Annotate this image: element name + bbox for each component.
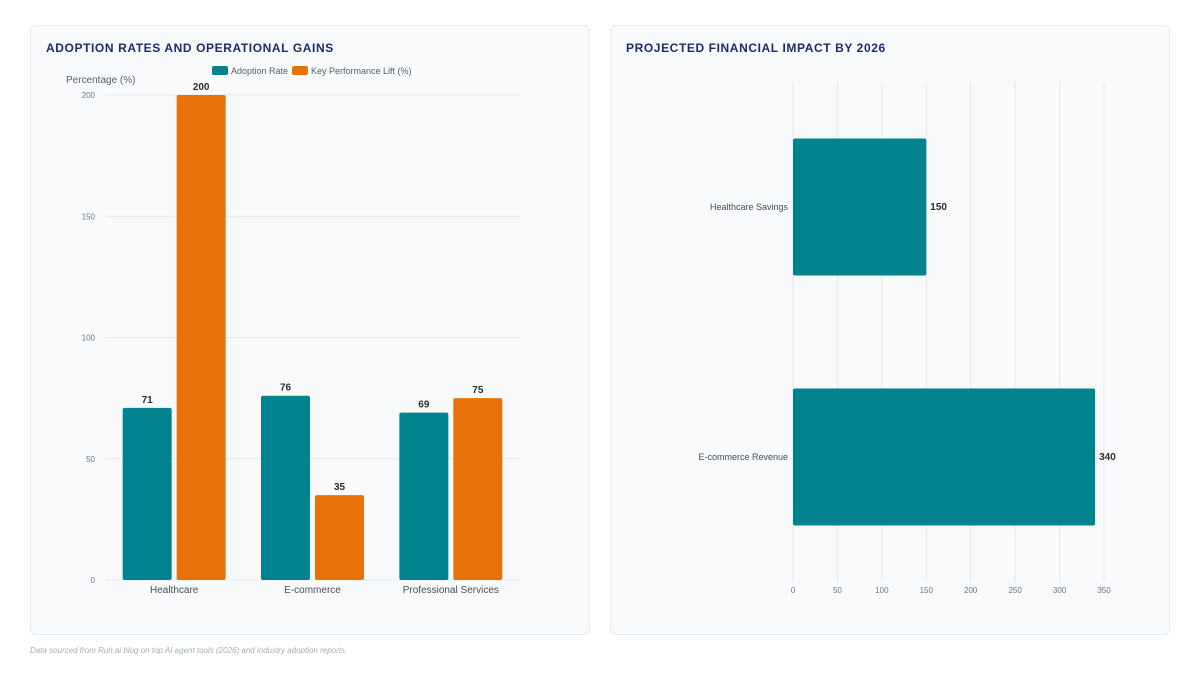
x-tick-label: 150 [920,586,934,595]
hbar-value-label: 150 [930,202,947,213]
legend-label-1: Key Performance Lift (%) [311,66,412,76]
bar-1-0 [176,95,226,580]
x-tick-label: 300 [1053,586,1067,595]
hbar-value-label: 340 [1099,452,1116,463]
x-tick-label: 200 [964,586,978,595]
x-tick-label: 100 [875,586,889,595]
financial-chart-panel: PROJECTED FINANCIAL IMPACT BY 2026 [610,25,1170,635]
bar-0-0 [122,407,172,580]
x-tick-label: 0 [791,586,796,595]
financial-chart-title: PROJECTED FINANCIAL IMPACT BY 2026 [626,41,886,55]
x-tick-label: Professional Services [403,585,499,596]
y-tick-label: 150 [82,212,96,221]
y-tick-label: 200 [82,91,96,100]
bar-value-label: 75 [472,385,484,396]
x-tick-label: E-commerce [284,585,341,596]
x-tick-label: 250 [1008,586,1022,595]
hbar-0 [793,138,927,276]
bar-1-1 [315,495,364,580]
bar-value-label: 69 [418,400,430,411]
x-tick-label: Healthcare [150,585,199,596]
bar-0-2 [399,412,449,580]
adoption-chart-title: ADOPTION RATES AND OPERATIONAL GAINS [46,41,334,55]
y-tick-label: 0 [91,576,96,585]
bar-value-label: 200 [193,82,210,93]
source-note: Data sourced from Ruh.ai blog on top AI … [30,646,348,655]
y-tick-label: 100 [82,334,96,343]
bar-1-2 [453,398,503,580]
legend-swatch-0 [212,66,228,75]
y-axis-label: Percentage (%) [66,75,135,86]
y-category-label: Healthcare Savings [710,202,789,212]
bar-0-1 [261,395,310,580]
bar-value-label: 71 [142,395,154,406]
y-category-label: E-commerce Revenue [698,452,788,462]
bar-value-label: 35 [334,482,346,493]
x-tick-label: 50 [833,586,842,595]
bar-value-label: 76 [280,383,292,394]
legend-swatch-1 [292,66,308,75]
legend-label-0: Adoption Rate [231,66,288,76]
hbar-1 [793,388,1096,526]
x-tick-label: 350 [1097,586,1111,595]
y-tick-label: 50 [86,455,95,464]
